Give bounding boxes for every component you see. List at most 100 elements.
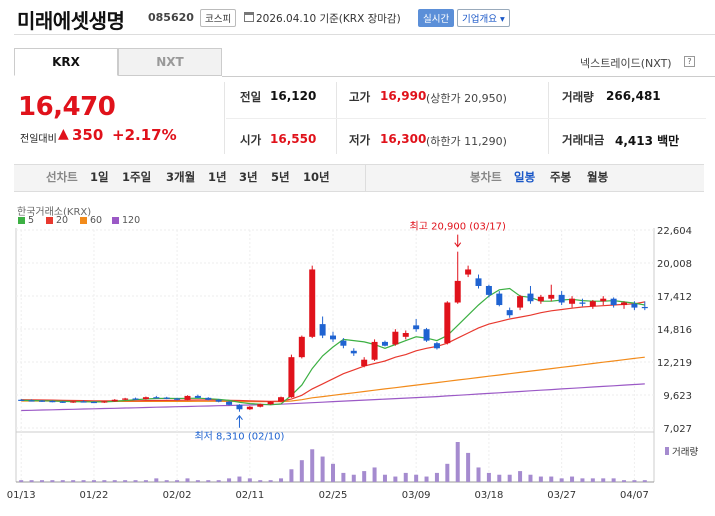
volume-bar	[486, 472, 491, 482]
candle-body	[433, 343, 440, 349]
min-label: 최저 8,310 (02/10)	[194, 431, 284, 443]
candle-body	[132, 398, 139, 400]
volume-bar	[601, 478, 606, 482]
period-5y[interactable]: 5년	[271, 170, 290, 184]
candle-body	[641, 306, 648, 309]
y-tick-label: 12,219	[657, 358, 692, 369]
stock-name: 미래에셋생명	[17, 9, 125, 33]
x-tick-label: 03/09	[402, 490, 431, 501]
realtime-button[interactable]: 실시간	[418, 9, 455, 27]
candle-monthly[interactable]: 월봉	[587, 170, 609, 184]
price-chart[interactable]: 22,604 20,008 17,412 14,816 12,219 9,623 7,027…	[0, 220, 715, 516]
candle-body	[194, 395, 201, 398]
candle-body	[90, 401, 97, 404]
period-1y[interactable]: 1년	[208, 170, 227, 184]
change-value: 350	[72, 126, 104, 144]
candle-body	[59, 401, 66, 403]
line-chart-label: 선차트	[46, 170, 78, 184]
candle-body	[163, 397, 170, 399]
candle-daily[interactable]: 일봉	[514, 170, 536, 184]
divider	[224, 82, 225, 154]
volume-bar	[81, 480, 86, 482]
period-1w[interactable]: 1주일	[122, 170, 152, 184]
nxt-link[interactable]: 넥스트레이드(NXT)	[580, 57, 672, 70]
x-tick-label: 02/25	[319, 490, 348, 501]
volume-bar	[268, 480, 273, 482]
period-1d[interactable]: 1일	[90, 170, 109, 184]
candle-body	[101, 401, 108, 403]
candle-body	[111, 399, 118, 402]
help-icon[interactable]: ?	[684, 56, 695, 67]
candle-body	[454, 280, 461, 303]
volume-bar	[164, 480, 169, 482]
volume-bar	[195, 480, 200, 482]
candle-body	[548, 294, 555, 299]
volume-bar	[216, 480, 221, 482]
candle-body	[381, 341, 388, 346]
min-arrow-icon	[236, 414, 243, 428]
candle-body	[558, 294, 565, 303]
period-10y[interactable]: 10년	[303, 170, 330, 184]
candle-body	[350, 350, 357, 354]
period-3m[interactable]: 3개월	[166, 170, 196, 184]
volume-bar	[258, 480, 263, 482]
divider	[365, 164, 366, 192]
candle-body	[142, 397, 149, 400]
volume-bar	[247, 478, 252, 482]
candle-body	[153, 397, 160, 399]
candle-body	[631, 303, 638, 308]
volume-bar	[632, 480, 637, 482]
candle-body	[589, 301, 596, 307]
volume-bar	[622, 480, 627, 482]
volume-bar	[185, 478, 190, 482]
y-tick-label: 20,008	[657, 259, 692, 270]
candle-weekly[interactable]: 주봉	[550, 170, 572, 184]
upper-limit: (상한가 20,950)	[426, 92, 507, 105]
candle-body	[28, 400, 35, 402]
volume-bar	[580, 478, 585, 482]
candle-body	[309, 269, 316, 337]
candle-body	[517, 296, 524, 308]
volume-bar	[206, 480, 211, 482]
period-bar	[14, 164, 704, 192]
candle-body	[267, 401, 274, 405]
market-badge: 코스피	[200, 9, 237, 27]
volume-bar	[112, 480, 117, 482]
volume-bar	[310, 449, 315, 482]
volume-bar	[549, 476, 554, 482]
chart-grid	[15, 228, 655, 483]
candle-body	[70, 401, 77, 403]
volume-bar	[642, 480, 647, 482]
candle-body	[246, 406, 253, 410]
low-value: 16,300	[380, 132, 427, 146]
current-price: 16,470	[18, 92, 116, 122]
volume-bar	[362, 471, 367, 482]
chart-source: 한국거래소(KRX)	[17, 207, 92, 218]
period-3y[interactable]: 3년	[239, 170, 258, 184]
candle-body	[423, 329, 430, 341]
volume-bar	[455, 442, 460, 482]
volume-bar	[279, 478, 284, 482]
tab-nxt[interactable]: NXT	[118, 48, 222, 76]
legend-ma20: 20	[46, 215, 68, 226]
x-tick-label: 03/18	[474, 490, 503, 501]
volume-bar	[414, 474, 419, 482]
volume-bar	[559, 478, 564, 482]
trade-amount-value: 4,413 백만	[615, 134, 680, 148]
candle-body	[319, 324, 326, 336]
x-tick-label: 02/11	[235, 490, 264, 501]
chevron-down-icon: ▾	[500, 14, 505, 25]
tab-krx[interactable]: KRX	[14, 48, 118, 76]
candle-body	[215, 399, 222, 402]
candle-body	[257, 404, 264, 407]
candle-body	[465, 269, 472, 275]
y-tick-label: 17,412	[657, 292, 692, 303]
open-value: 16,550	[270, 132, 317, 146]
x-tick-label: 01/22	[80, 490, 109, 501]
volume-bar	[372, 467, 377, 482]
volume-bar	[289, 469, 294, 482]
stock-code: 085620	[148, 11, 194, 24]
company-overview-dropdown[interactable]: 기업개요 ▾	[457, 9, 510, 27]
volume-bar	[102, 480, 107, 482]
change-percent: +2.17%	[112, 126, 177, 144]
